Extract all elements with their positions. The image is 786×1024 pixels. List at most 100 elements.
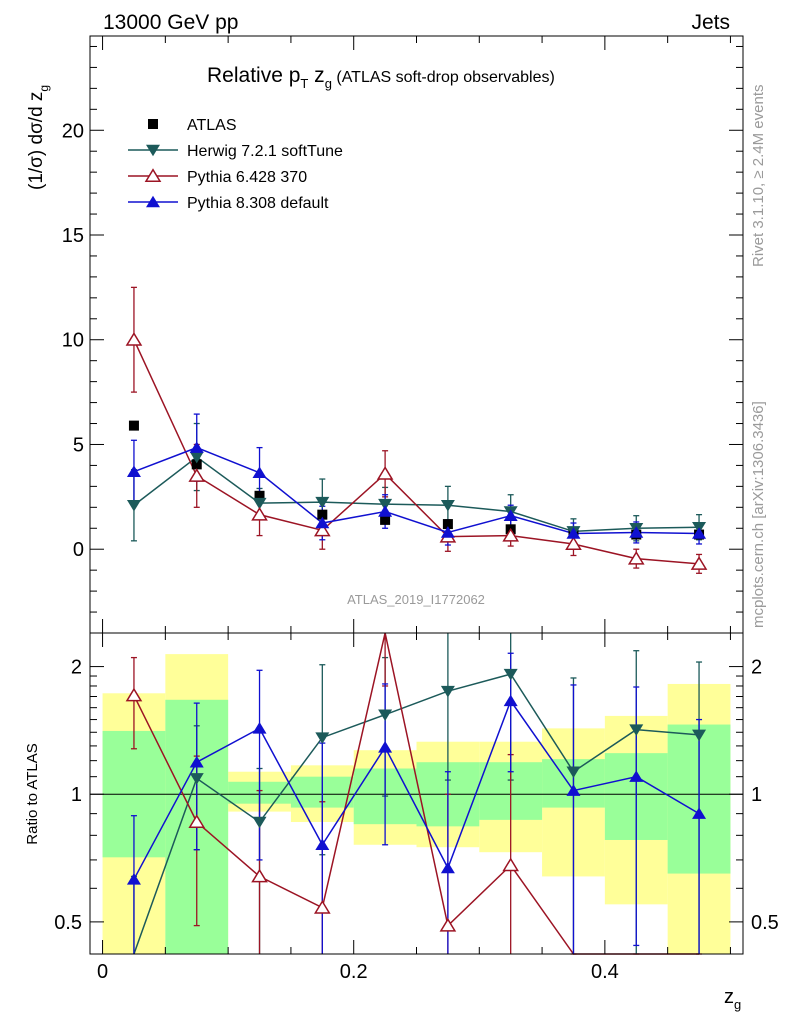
plot-title-sub: T xyxy=(300,76,308,91)
herwig-point xyxy=(126,499,141,512)
pythia8-point xyxy=(566,527,581,539)
pythia8-ratio-point xyxy=(629,770,644,782)
pythia6-point xyxy=(376,466,394,480)
ratio-y-tick-label-right: 1 xyxy=(751,784,762,806)
pythia8-point xyxy=(252,466,267,479)
header-right: Jets xyxy=(691,11,730,34)
pythia8-point xyxy=(629,526,644,538)
herwig-ratio-point xyxy=(566,766,581,779)
x-tick-label: 0.4 xyxy=(591,961,619,983)
analysis-label: ATLAS_2019_I1772062 xyxy=(347,592,485,607)
herwig-point xyxy=(378,498,393,511)
data-point xyxy=(380,514,391,525)
pythia6-point xyxy=(188,468,206,482)
ratio-y-tick-label-right: 0.5 xyxy=(751,912,779,934)
data-point xyxy=(317,509,328,520)
y-tick-label: 20 xyxy=(62,120,84,142)
legend: ATLAS Herwig 7.2.1 softTune Pythia 6.428 3… xyxy=(128,117,343,212)
y-tick-label: 15 xyxy=(62,225,84,247)
header-left: 13000 GeV pp xyxy=(103,11,238,34)
legend-marker-pythia8 xyxy=(146,195,160,208)
pythia6-point xyxy=(502,527,520,542)
pythia6-point xyxy=(313,522,331,537)
legend-marker-data xyxy=(148,119,158,129)
y-axis-label-ratio: Ratio to ATLAS xyxy=(24,743,41,844)
pythia6-ratio-point xyxy=(502,857,520,872)
herwig-ratio-point xyxy=(440,685,455,698)
pythia8-point xyxy=(503,509,518,521)
pythia8-ratio-point xyxy=(315,838,330,851)
x-axis-label-text: z xyxy=(724,986,734,1008)
herwig-ratio-point xyxy=(189,773,204,785)
pythia6-ratio-point xyxy=(125,687,143,702)
pythia6-point xyxy=(627,550,645,565)
y-axis-label-main-sub: g xyxy=(37,85,51,92)
plot-title-sub2: g xyxy=(325,76,332,91)
x-axis-label-sub: g xyxy=(734,997,741,1012)
legend-marker-herwig xyxy=(146,144,160,157)
pythia8-point xyxy=(126,465,141,477)
herwig-ratio-point xyxy=(629,724,644,736)
pythia8-point xyxy=(189,441,204,453)
y-tick-label: 0 xyxy=(73,539,84,561)
data-point xyxy=(191,459,202,470)
pythia8-point xyxy=(440,526,455,538)
herwig-ratio-point xyxy=(252,816,267,829)
pythia6-point xyxy=(565,536,582,550)
pythia6-line xyxy=(133,339,700,565)
herwig-line xyxy=(133,456,700,533)
herwig-ratio-point xyxy=(315,732,330,744)
pythia6-ratio-point xyxy=(251,868,268,883)
main-axis-ticks: 0 5 10 15 20 xyxy=(62,36,743,633)
pythia6-point xyxy=(690,556,708,570)
pythia8-ratio-point xyxy=(126,873,141,885)
y-tick-label: 5 xyxy=(73,434,84,456)
legend-marker-pythia6 xyxy=(144,168,162,182)
pythia8-ratio-line xyxy=(133,699,700,880)
plot-title-rest: (ATLAS soft-drop observables) xyxy=(332,69,555,86)
pythia8-ratio-point xyxy=(566,784,581,796)
y-axis-label-main: (1/σ) dσ/d zg xyxy=(26,85,51,190)
legend-label-pythia6: Pythia 6.428 370 xyxy=(187,169,307,186)
plot-title-main: Relative p xyxy=(207,64,300,87)
ratio-y-tick-label: 2 xyxy=(71,657,82,679)
herwig-ratio-line xyxy=(133,673,700,955)
y-axis-label-main-text: (1/σ) dσ/d z xyxy=(26,92,47,190)
plot-title: Relative pT zg (ATLAS soft-drop observab… xyxy=(207,64,555,91)
x-tick-label: 0.2 xyxy=(340,961,368,983)
pythia6-point xyxy=(125,331,143,346)
herwig-ratio-point xyxy=(378,709,393,722)
pythia6-ratio-point xyxy=(313,899,331,914)
pythia6-ratio-point xyxy=(188,814,206,829)
pythia8-point xyxy=(378,505,393,517)
herwig-ratio-point xyxy=(503,668,518,681)
pythia6-point xyxy=(251,506,268,521)
pythia6-ratio-point xyxy=(439,917,457,932)
herwig-ratio-point xyxy=(692,729,707,742)
ratio-y-tick-label: 0.5 xyxy=(54,912,82,934)
data-point xyxy=(442,519,453,530)
legend-label-pythia8: Pythia 8.308 default xyxy=(187,195,329,212)
pythia8-ratio-point xyxy=(378,741,393,753)
y-tick-label: 10 xyxy=(62,330,84,352)
pythia8-ratio-point xyxy=(189,755,204,768)
main-markers xyxy=(125,331,708,570)
herwig-point xyxy=(315,496,330,509)
x-axis-label: zg xyxy=(724,986,741,1012)
data-point xyxy=(128,420,139,431)
herwig-point xyxy=(189,451,204,464)
pythia8-point xyxy=(692,527,707,539)
rivet-label: Rivet 3.1.10, ≥ 2.4M events xyxy=(750,85,767,268)
plot-title-mid: z xyxy=(308,64,324,87)
ratio-y-tick-label: 1 xyxy=(71,784,82,806)
main-error-bars xyxy=(130,286,703,574)
pythia8-ratio-point xyxy=(252,722,267,734)
herwig-point xyxy=(440,499,455,512)
ratio-y-tick-label-right: 2 xyxy=(751,657,762,679)
legend-label-herwig: Herwig 7.2.1 softTune xyxy=(187,143,343,160)
pythia8-ratio-point xyxy=(440,861,455,874)
legend-label-data: ATLAS xyxy=(187,117,237,134)
pythia8-point xyxy=(315,516,330,529)
pythia8-line xyxy=(133,446,700,535)
